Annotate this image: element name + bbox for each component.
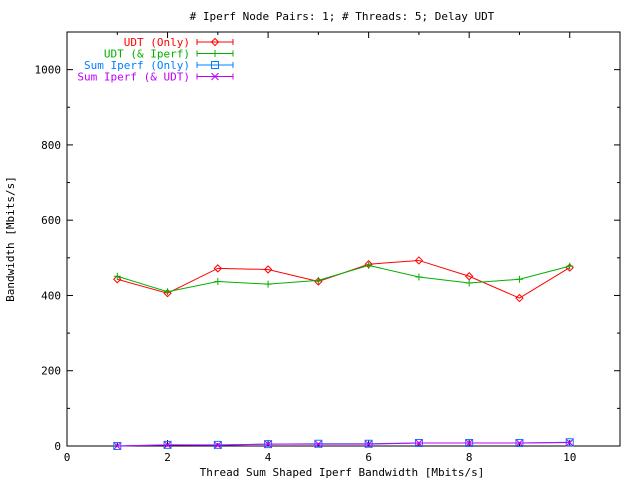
legend-marker	[211, 72, 219, 81]
series-layer	[113, 256, 574, 450]
y-tick-label: 800	[41, 139, 61, 152]
data-point	[213, 264, 223, 273]
data-point	[414, 256, 424, 265]
data-point	[164, 288, 172, 296]
data-point	[264, 440, 272, 448]
data-point	[515, 439, 524, 447]
data-point	[113, 272, 121, 280]
legend-label: Sum Iperf (Only)	[84, 59, 190, 72]
x-axis-label: Thread Sum Shaped Iperf Bandwidth [Mbits…	[200, 466, 485, 479]
legend-marker	[211, 61, 219, 69]
y-tick-label: 400	[41, 289, 61, 302]
data-point	[113, 442, 122, 450]
data-point	[264, 280, 272, 288]
data-point	[314, 440, 323, 448]
data-point	[213, 441, 222, 450]
series-line	[117, 264, 570, 293]
chart-title: # Iperf Node Pairs: 1; # Threads: 5; Del…	[190, 10, 495, 23]
x-tick-label: 10	[563, 451, 576, 464]
data-point	[515, 275, 523, 283]
axes: 0 2 4 6 8 10 0 200 400 600 800 1000	[35, 32, 620, 464]
series-line	[117, 259, 570, 299]
x-tick-label: 4	[265, 451, 272, 464]
x-tick-label: 6	[365, 451, 372, 464]
legend-marker	[210, 37, 220, 47]
x-tick-label: 8	[466, 451, 473, 464]
data-point	[314, 276, 322, 284]
data-point	[515, 293, 524, 303]
series-3	[113, 438, 574, 450]
legend-marker	[211, 50, 219, 57]
legend-label: UDT (& Iperf)	[104, 48, 190, 61]
y-tick-label: 0	[54, 440, 61, 453]
series-line	[117, 442, 570, 447]
y-axis-label: Bandwidth [Mbits/s]	[4, 176, 17, 302]
y-tick-label: 200	[41, 365, 61, 378]
data-point	[364, 440, 373, 448]
data-point	[465, 279, 473, 287]
data-point	[263, 265, 273, 274]
series-1	[113, 261, 574, 296]
plot-frame	[66, 31, 621, 447]
data-point	[415, 273, 423, 281]
data-point	[113, 275, 122, 284]
legend-label: Sum Iperf (& UDT)	[77, 71, 190, 84]
legend-label: UDT (Only)	[124, 36, 190, 49]
x-tick-label: 2	[164, 451, 171, 464]
data-point	[163, 441, 172, 449]
y-tick-label: 1000	[35, 64, 62, 77]
data-point	[566, 262, 574, 270]
x-tick-label: 0	[64, 451, 71, 464]
legend: UDT (Only)UDT (& Iperf)Sum Iperf (Only)S…	[77, 36, 234, 84]
series-0	[113, 256, 574, 303]
data-point	[365, 261, 373, 269]
data-point	[214, 278, 222, 286]
data-point	[415, 439, 423, 447]
y-tick-label: 600	[41, 214, 61, 227]
data-point	[565, 438, 574, 447]
data-point	[465, 439, 474, 447]
